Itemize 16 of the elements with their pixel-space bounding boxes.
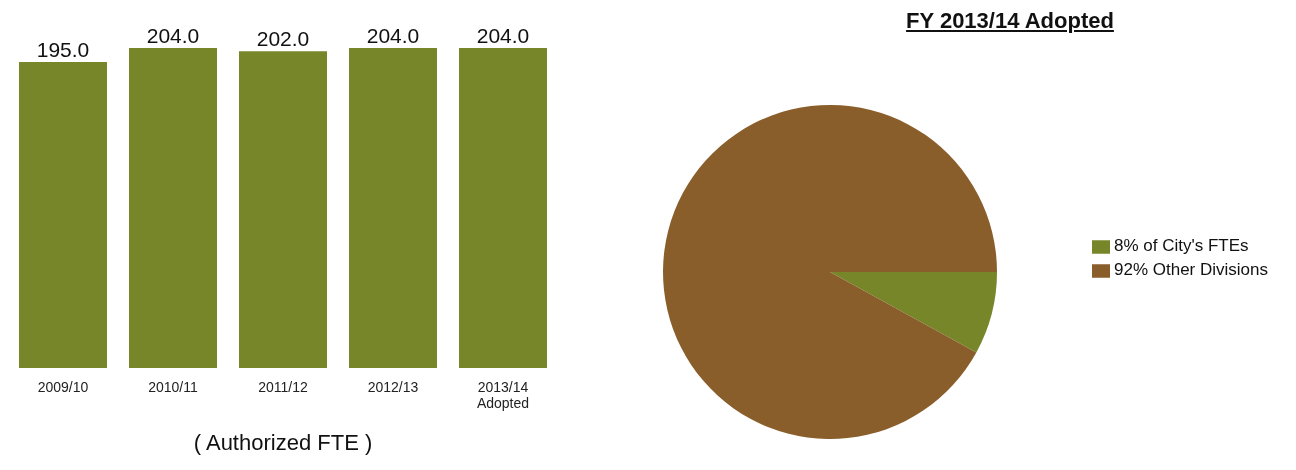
legend-label: 8% of City's FTEs	[1113, 236, 1249, 255]
data-label: 202.0	[256, 27, 310, 51]
x-tick-label: 2009/10	[37, 379, 89, 395]
x-tick-label: 2012/13	[367, 379, 419, 395]
chart-title: FY 2013/14 Adopted	[905, 8, 1115, 35]
x-tick-label: 2011/12	[258, 379, 308, 395]
data-label: 204.0	[146, 24, 200, 47]
data-label: 204.0	[366, 24, 420, 47]
x-tick-label: 2013/14 Adopted	[476, 379, 530, 411]
legend-label: 92% Other Divisions	[1113, 260, 1268, 279]
pie-slice	[830, 272, 997, 353]
pie-slice	[663, 105, 997, 439]
data-label: 195.0	[36, 38, 90, 62]
x-axis-title: ( Authorized FTE )	[193, 430, 373, 455]
data-label: 204.0	[476, 24, 530, 47]
x-tick-label: 2010/11	[148, 379, 198, 395]
